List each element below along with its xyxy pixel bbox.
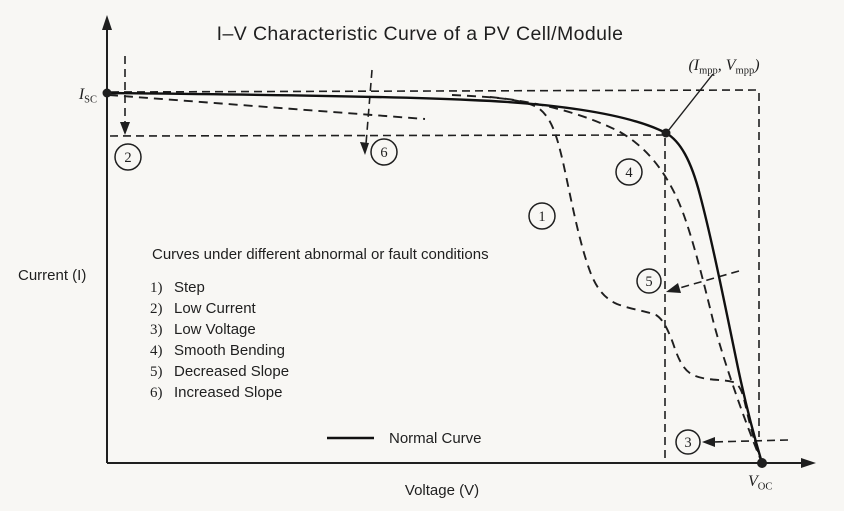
isc-axis-label: ISC [78,86,97,106]
normal-iv-curve [105,91,764,465]
curve-marker-1: 1 [528,202,556,230]
svg-text:4): 4) [150,343,163,359]
svg-text:5): 5) [150,364,163,380]
list-item: 6) Increased Slope [150,384,282,401]
down-arrow-icon [360,142,369,155]
list-item: 2) Low Current [150,300,257,317]
x-axis-title: Voltage (V) [405,482,479,499]
isc-point [102,88,112,98]
svg-text:Smooth Bending: Smooth Bending [174,342,285,359]
svg-text:Decreased Slope: Decreased Slope [174,363,289,380]
isc-level-dashed-line [110,89,758,93]
svg-text:6): 6) [150,385,163,401]
mpp-label: (Impp, Vmpp) [688,57,759,77]
svg-text:Low Current: Low Current [174,300,257,317]
x-axis-arrow-icon [801,458,816,468]
x-axis [107,458,816,468]
fault-curve-step [451,94,763,464]
mpp-pointer-line [667,73,714,132]
curve-marker-6: 6 [370,138,398,166]
curve-marker-4: 4 [615,158,643,186]
decreased-slope-arrow [666,270,740,293]
increased-slope-cut-arrow [360,69,373,155]
svg-text:1: 1 [538,209,545,225]
y-axis-title: Current (I) [18,267,86,284]
impp-level-dashed-line [109,134,664,137]
left-arrow-icon [666,283,681,293]
svg-text:2): 2) [150,301,163,317]
conditions-heading: Curves under different abnormal or fault… [152,246,489,263]
fault-curve-smooth-bending [489,96,763,464]
curve-marker-3: 3 [675,429,701,455]
low-current-drop-arrow [120,56,130,135]
left-arrow-icon [702,437,715,447]
fault-curve-increased-slope [108,94,426,120]
legend: Normal Curve [327,430,482,447]
conditions-list: 1) Step 2) Low Current 3) Low Voltage 4)… [150,279,289,401]
voc-point [757,458,767,468]
list-item: 4) Smooth Bending [150,342,285,359]
low-voltage-arrow [702,437,789,447]
svg-text:Increased Slope: Increased Slope [174,384,282,401]
y-axis [102,15,112,463]
down-arrow-icon [120,122,130,135]
normal-curve-legend-label: Normal Curve [389,430,482,447]
svg-text:3: 3 [684,435,691,451]
list-item: 3) Low Voltage [150,321,256,338]
svg-text:3): 3) [150,322,163,338]
svg-text:1): 1) [150,280,163,296]
y-axis-arrow-icon [102,15,112,30]
curve-marker-5: 5 [636,268,662,294]
voc-axis-label: VOC [748,473,772,493]
curve-marker-2: 2 [114,143,142,171]
list-item: 5) Decreased Slope [150,363,289,380]
figure-title: I–V Characteristic Curve of a PV Cell/Mo… [217,23,624,45]
list-item: 1) Step [150,279,205,296]
svg-text:Step: Step [174,279,205,296]
svg-text:4: 4 [625,165,633,181]
svg-text:Low Voltage: Low Voltage [174,321,256,338]
svg-text:6: 6 [380,145,387,161]
svg-text:5: 5 [645,274,652,290]
svg-text:2: 2 [124,150,131,166]
